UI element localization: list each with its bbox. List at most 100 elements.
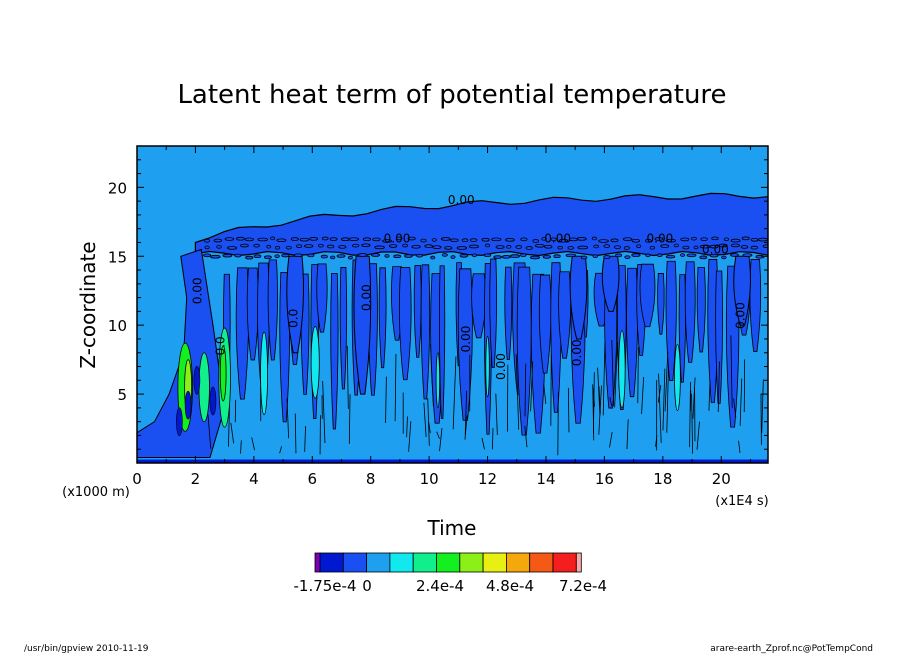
contour-line — [346, 345, 349, 409]
contour-dot — [700, 237, 708, 241]
contour-line — [611, 340, 615, 407]
contour-dot — [270, 236, 276, 241]
contour-dot — [567, 246, 574, 250]
contour-dot — [649, 245, 656, 250]
contour-label: 0.0 — [287, 309, 301, 328]
contour-dot — [532, 239, 539, 243]
contour-labels: 0.00 0.00 0.00 0.00 0.00 0.0 0.0 0.00 0.00 0.00 0.… — [190, 193, 747, 380]
contour-dot — [615, 253, 623, 258]
contour-dot — [493, 255, 502, 259]
contour-line — [664, 351, 669, 412]
contour-dot — [293, 253, 303, 258]
colorbar-swatch — [529, 552, 554, 573]
contour-line — [637, 347, 639, 404]
negative-core — [209, 386, 217, 416]
negative-streak — [657, 273, 665, 335]
contour-dot — [304, 244, 314, 248]
x-tick-label: 18 — [653, 470, 672, 488]
contour-line — [322, 381, 326, 443]
contour-line — [609, 431, 613, 448]
contour-label: 0.00 — [448, 193, 475, 207]
positive-cell — [618, 330, 626, 409]
contour-dot — [432, 245, 442, 249]
contour-line — [666, 366, 669, 433]
negative-streak — [601, 255, 620, 312]
contour-dot — [348, 237, 360, 241]
contour-dot — [444, 246, 453, 250]
contour-dot — [515, 245, 523, 249]
contour-dot — [307, 253, 315, 258]
contour-label: 0.00 — [459, 326, 473, 353]
colorbar-label: 4.8e-4 — [486, 577, 534, 595]
contour-label: 0.00 — [702, 243, 729, 257]
footer-left: /usr/bin/gpview 2010-11-19 — [24, 644, 149, 654]
contour-line — [385, 376, 387, 424]
contour-dot — [709, 253, 719, 258]
contour-dot — [529, 255, 541, 260]
contour-dot — [501, 255, 511, 259]
contour-line — [294, 413, 297, 454]
contour-line — [286, 398, 290, 439]
x-axis: 0 2 4 6 8 10 12 14 16 18 20 — [132, 146, 751, 488]
contour-dot — [565, 253, 577, 258]
x-tick-label: 4 — [249, 470, 259, 488]
contour-line — [598, 386, 601, 414]
contour-line — [394, 353, 397, 422]
contour-dot — [750, 237, 759, 242]
colorbar-label: 7.2e-4 — [559, 577, 607, 595]
contour-dot — [491, 237, 502, 242]
contour-line — [530, 361, 534, 412]
contour-dot — [730, 238, 741, 243]
contour-dot — [299, 237, 310, 242]
contour-dot — [469, 244, 479, 249]
contour-line — [279, 446, 282, 454]
x-tick-label: 6 — [308, 470, 318, 488]
contour-dot — [347, 255, 353, 260]
x-tick-label: 0 — [132, 470, 142, 488]
contour-line — [515, 354, 520, 430]
contour-dot — [665, 254, 676, 259]
contour-dot — [352, 243, 360, 248]
contour-line — [658, 373, 662, 443]
contour-dot — [244, 237, 254, 242]
y-axis-unit: (x1000 m) — [62, 485, 130, 500]
contour-line — [251, 437, 255, 451]
contour-dot — [525, 246, 533, 250]
contour-dot — [253, 254, 262, 259]
contour-dot — [558, 238, 569, 243]
contour-dot — [372, 237, 381, 242]
x-tick-label: 2 — [191, 470, 201, 488]
contour-label: 0.00 — [190, 277, 204, 304]
contour-dot — [441, 253, 448, 257]
contour-dot — [495, 245, 505, 249]
positive-cell — [485, 335, 490, 398]
contour-dot — [758, 237, 768, 242]
contour-dot — [711, 236, 719, 241]
contour-dot — [520, 237, 528, 242]
contour-line — [207, 414, 212, 449]
contour-label: 0.00 — [360, 284, 374, 311]
contour-dot — [654, 237, 664, 241]
contour-dot — [431, 238, 437, 242]
contour-dot — [680, 237, 690, 242]
contour-dot — [374, 245, 385, 250]
contour-line — [655, 435, 658, 447]
positive-cell — [674, 344, 681, 412]
contour-dot — [395, 236, 403, 241]
negative-streak — [504, 266, 513, 361]
negative-streak — [665, 260, 677, 381]
contour-dot — [610, 238, 619, 243]
contour-line — [430, 344, 434, 407]
contour-line — [491, 427, 494, 450]
contour-dot — [693, 245, 699, 250]
contour-dot — [557, 245, 563, 250]
x-axis-label: Time — [427, 516, 477, 540]
contour-dot — [731, 243, 740, 248]
contour-line — [641, 376, 645, 415]
contour-line — [427, 398, 430, 446]
contour-line — [692, 377, 696, 419]
contour-line — [739, 378, 743, 426]
negative-streak — [715, 270, 723, 404]
negative-streak — [639, 263, 656, 328]
negative-streak — [569, 255, 588, 340]
